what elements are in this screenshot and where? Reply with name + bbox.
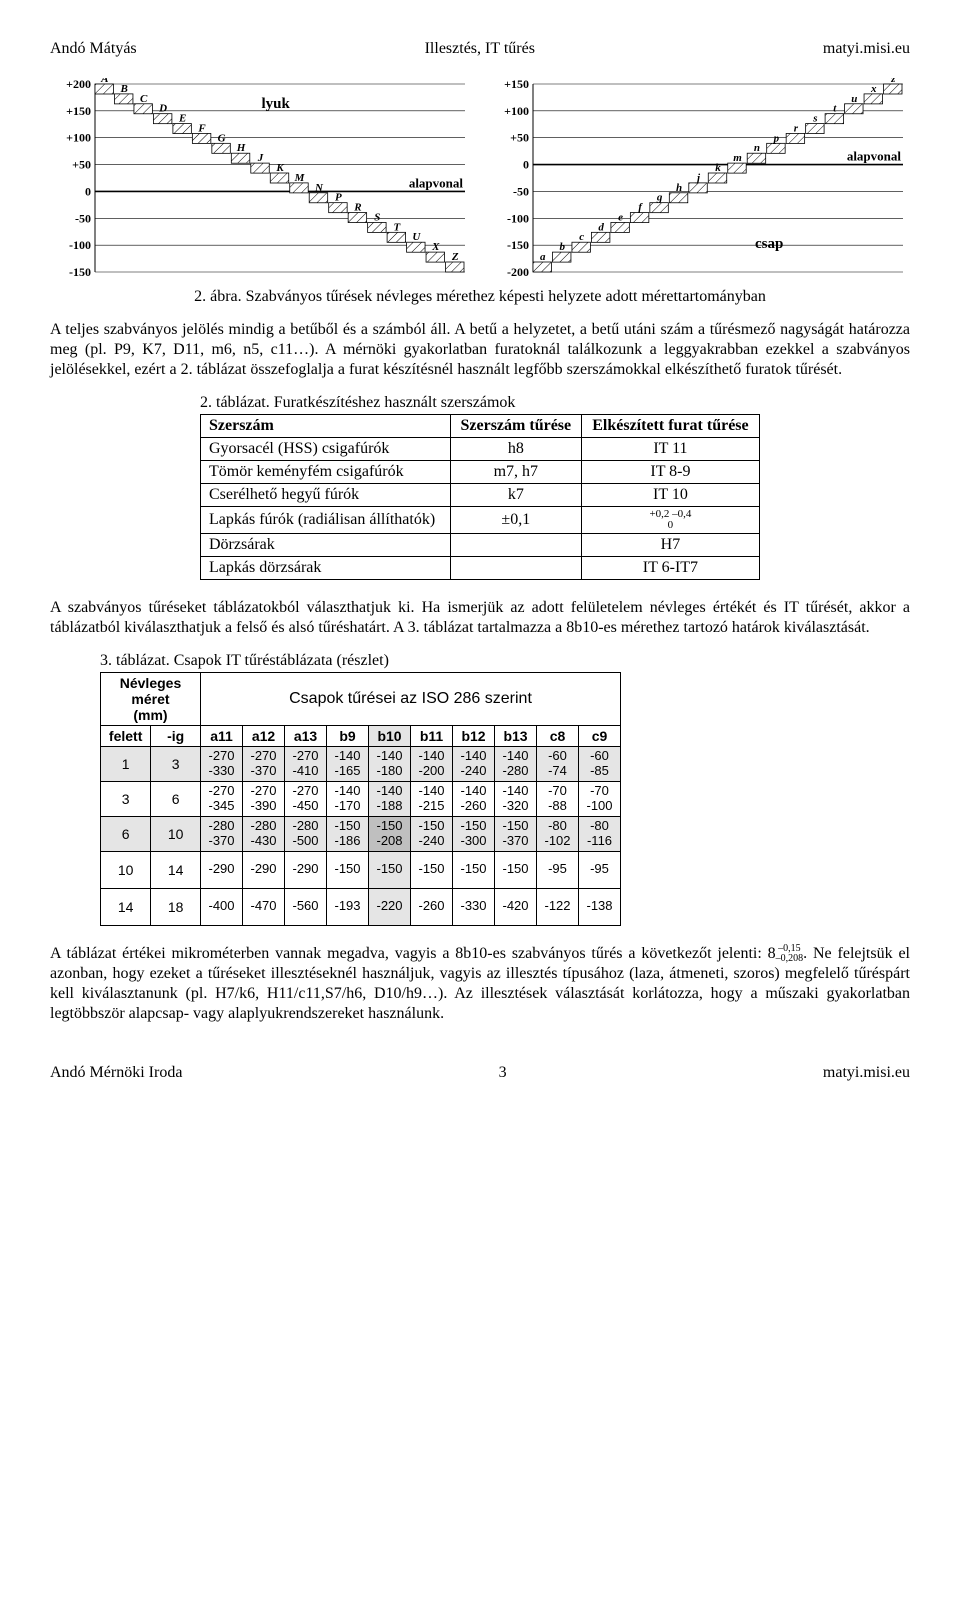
svg-text:U: U (412, 231, 421, 243)
table-3: 3. táblázat. Csapok IT tűréstáblázata (r… (100, 652, 800, 926)
para3-pre: A táblázat értékei mikrométerben vannak … (50, 945, 768, 962)
svg-text:A: A (100, 78, 108, 85)
svg-text:F: F (197, 122, 206, 134)
svg-text:t: t (833, 103, 837, 115)
header-title: Illesztés, IT tűrés (425, 40, 535, 58)
svg-text:Z: Z (451, 251, 459, 263)
svg-text:p: p (773, 132, 780, 144)
chart-lyuk: +200 +150 +100 +50 0 -50 -100 -150 A BCDEFGHJKMNP… (51, 78, 471, 278)
svg-text:a: a (540, 251, 546, 263)
table-row: Lapkás fúrók (radiálisan állíthatók)±0,1… (201, 507, 760, 534)
svg-text:M: M (294, 172, 306, 184)
svg-text:s: s (812, 113, 817, 125)
chart-csap: +150 +100 +50 0 -50 -100 -150 -200 a b c d e f g h j kmn p… (489, 78, 909, 278)
table-row: Lapkás dörzsárakIT 6-IT7 (201, 557, 760, 580)
svg-text:alapvonal: alapvonal (409, 175, 464, 190)
svg-text:+100: +100 (66, 131, 91, 145)
paragraph-1: A teljes szabványos jelölés mindig a bet… (50, 320, 910, 380)
svg-text:S: S (374, 211, 380, 223)
svg-text:D: D (158, 103, 167, 115)
svg-text:+50: +50 (72, 158, 91, 172)
svg-text:d: d (598, 221, 604, 233)
page-footer: Andó Mérnöki Iroda 3 matyi.misi.eu (50, 1064, 910, 1082)
svg-text:0: 0 (523, 158, 529, 172)
svg-text:c: c (579, 231, 584, 243)
svg-text:-50: -50 (75, 211, 91, 225)
table-row: 610-280-370-280-430-280-500-150-186-150-… (101, 816, 621, 851)
page-header: Andó Mátyás Illesztés, IT tűrés matyi.mi… (50, 40, 910, 58)
svg-text:T: T (393, 221, 401, 233)
figure-2: +200 +150 +100 +50 0 -50 -100 -150 A BCDEFGHJKMNP… (50, 78, 910, 278)
svg-text:G: G (218, 132, 226, 144)
svg-text:-150: -150 (69, 265, 91, 278)
svg-text:z: z (890, 78, 896, 85)
table2-caption: 2. táblázat. Furatkészítéshez használt s… (200, 394, 760, 412)
table-row: 1014-290-290-290-150-150-150-150-150-95-… (101, 851, 621, 888)
table-row: 1418-400-470-560-193-220-260-330-420-122… (101, 888, 621, 925)
svg-text:k: k (715, 162, 721, 174)
footer-page: 3 (499, 1064, 507, 1082)
t2-col-turese: Szerszám tűrése (450, 415, 581, 438)
svg-text:g: g (656, 192, 663, 204)
svg-text:e: e (618, 211, 623, 223)
svg-text:B: B (120, 83, 128, 95)
paragraph-2: A szabványos tűréseket táblázatokból vál… (50, 598, 910, 638)
svg-text:alapvonal: alapvonal (847, 149, 902, 164)
table-row: Gyorsacél (HSS) csigafúrókh8IT 11 (201, 438, 760, 461)
para3-value: 8–0,15–0,208 (768, 945, 804, 962)
t2-col-furat: Elkészített furat tűrése (581, 415, 759, 438)
t2-col-szerszam: Szerszám (201, 415, 451, 438)
svg-text:R: R (353, 202, 361, 214)
svg-text:H: H (236, 142, 246, 154)
table-2: 2. táblázat. Furatkészítéshez használt s… (200, 394, 760, 580)
svg-text:-100: -100 (507, 211, 529, 225)
svg-text:u: u (851, 93, 857, 105)
svg-text:-50: -50 (513, 184, 529, 198)
footer-left: Andó Mérnöki Iroda (50, 1064, 182, 1082)
svg-text:j: j (695, 172, 701, 184)
svg-text:-150: -150 (507, 238, 529, 252)
svg-text:b: b (559, 241, 565, 253)
svg-text:P: P (335, 192, 342, 204)
svg-text:+100: +100 (504, 104, 529, 118)
svg-text:+50: +50 (510, 131, 529, 145)
header-site: matyi.misi.eu (823, 40, 910, 58)
table3-caption: 3. táblázat. Csapok IT tűréstáblázata (r… (100, 652, 800, 670)
footer-right: matyi.misi.eu (823, 1064, 910, 1082)
svg-text:m: m (733, 152, 742, 164)
svg-text:-200: -200 (507, 265, 529, 278)
svg-text:f: f (638, 202, 643, 214)
table-row: 36-270-345-270-390-270-450-140-170-140-1… (101, 781, 621, 816)
svg-text:X: X (431, 241, 440, 253)
svg-text:-100: -100 (69, 238, 91, 252)
header-author: Andó Mátyás (50, 40, 137, 58)
svg-text:C: C (140, 93, 148, 105)
svg-text:J: J (257, 152, 264, 164)
svg-text:x: x (870, 83, 877, 95)
figure-caption: 2. ábra. Szabványos tűrések névleges mér… (50, 288, 910, 306)
svg-text:K: K (275, 162, 284, 174)
table-row: Tömör keményfém csigafúrókm7, h7IT 8-9 (201, 461, 760, 484)
svg-text:E: E (178, 113, 186, 125)
svg-text:+200: +200 (66, 78, 91, 91)
svg-text:0: 0 (85, 184, 91, 198)
svg-text:+150: +150 (504, 78, 529, 91)
svg-text:N: N (314, 182, 324, 194)
svg-text:csap: csap (755, 236, 783, 252)
svg-text:lyuk: lyuk (262, 96, 291, 112)
table-row: 13-270-330-270-370-270-410-140-165-140-1… (101, 747, 621, 782)
svg-text:r: r (794, 122, 799, 134)
paragraph-3: A táblázat értékei mikrométerben vannak … (50, 944, 910, 1024)
table-row: DörzsárakH7 (201, 534, 760, 557)
svg-text:+150: +150 (66, 104, 91, 118)
table-row: Cserélhető hegyű fúrókk7IT 10 (201, 484, 760, 507)
svg-text:h: h (676, 182, 682, 194)
svg-text:n: n (754, 142, 760, 154)
